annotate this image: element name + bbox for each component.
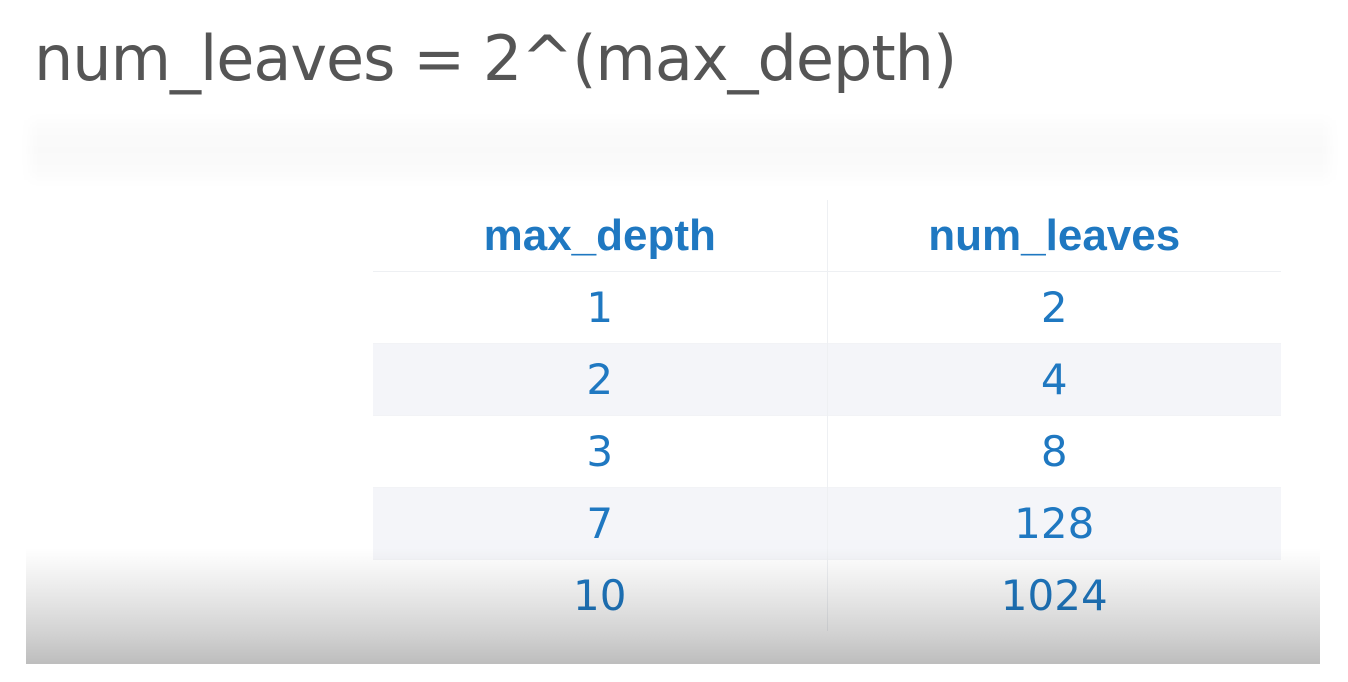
table-row: 1 2 <box>373 271 1281 344</box>
cell-max-depth: 1 <box>373 271 828 344</box>
cell-num-leaves: 4 <box>827 343 1281 416</box>
column-header-max-depth: max_depth <box>373 200 828 272</box>
cell-num-leaves: 128 <box>827 487 1281 560</box>
cell-max-depth: 2 <box>373 343 828 416</box>
table-row: 10 1024 <box>373 559 1281 631</box>
column-header-num-leaves: num_leaves <box>827 200 1281 272</box>
cell-max-depth: 10 <box>373 559 828 631</box>
cell-num-leaves: 1024 <box>827 559 1281 631</box>
table-row: 3 8 <box>373 415 1281 488</box>
table-row: 2 4 <box>373 343 1281 416</box>
cell-num-leaves: 2 <box>827 271 1281 344</box>
faded-text-band <box>30 120 1330 180</box>
cell-max-depth: 3 <box>373 415 828 488</box>
table-row: 7 128 <box>373 487 1281 560</box>
cell-max-depth: 7 <box>373 487 828 560</box>
slide-title: num_leaves = 2^(max_depth) <box>34 22 957 95</box>
cell-num-leaves: 8 <box>827 415 1281 488</box>
table-header-row: max_depth num_leaves <box>373 200 1281 272</box>
depth-leaves-table: max_depth num_leaves 1 2 2 4 3 8 7 128 1 <box>373 200 1281 631</box>
